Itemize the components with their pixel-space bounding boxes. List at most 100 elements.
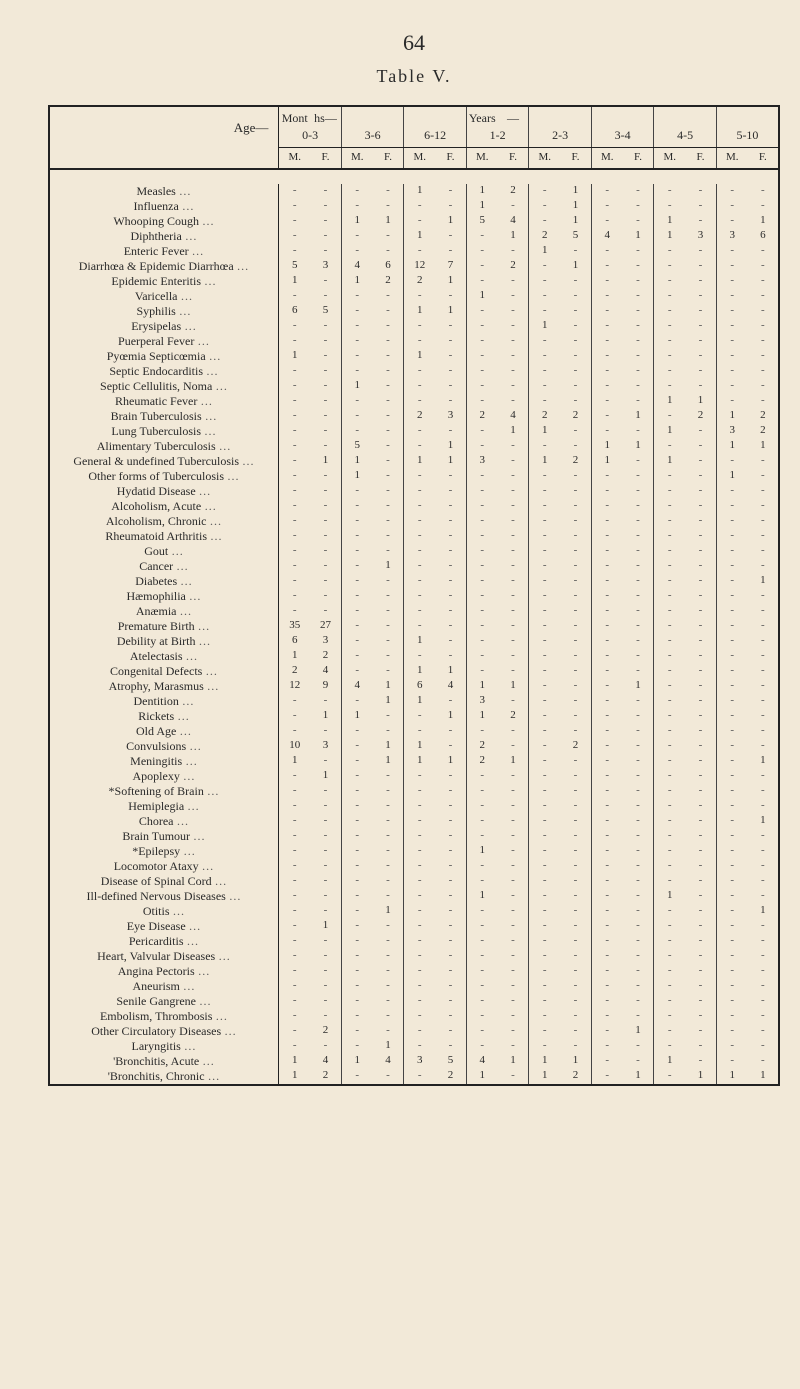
data-cell: - [341, 319, 372, 334]
table-row: Influenza …------1--1------ [49, 199, 779, 214]
data-cell: - [623, 919, 654, 934]
mf-header: F. [560, 148, 591, 169]
data-cell: 1 [466, 844, 497, 859]
table-row: Apoplexy …-1-------------- [49, 769, 779, 784]
data-cell: - [748, 859, 779, 874]
data-cell: 1 [466, 184, 497, 199]
data-cell: - [623, 529, 654, 544]
data-cell: - [716, 724, 747, 739]
data-cell: - [716, 769, 747, 784]
data-cell: - [748, 559, 779, 574]
data-cell: - [341, 229, 372, 244]
data-cell: - [560, 784, 591, 799]
data-cell: - [435, 649, 466, 664]
data-cell: - [373, 364, 404, 379]
data-cell: 6 [279, 634, 310, 649]
data-cell: - [373, 829, 404, 844]
data-cell: 9 [310, 679, 341, 694]
data-cell: - [748, 889, 779, 904]
data-cell: - [404, 544, 435, 559]
data-cell: - [435, 514, 466, 529]
data-cell: - [623, 1039, 654, 1054]
data-cell: - [654, 1039, 685, 1054]
data-cell: - [341, 529, 372, 544]
data-cell: 1 [654, 214, 685, 229]
data-cell: - [466, 514, 497, 529]
data-cell: - [591, 349, 622, 364]
data-cell: - [591, 304, 622, 319]
data-cell: - [529, 889, 560, 904]
data-cell: - [685, 814, 716, 829]
data-cell: - [373, 859, 404, 874]
data-cell: 1 [623, 679, 654, 694]
data-cell: - [279, 1024, 310, 1039]
data-cell: - [685, 574, 716, 589]
data-cell: - [623, 274, 654, 289]
data-cell: - [435, 784, 466, 799]
disease-name: Debility at Birth … [49, 634, 279, 649]
data-cell: - [529, 214, 560, 229]
data-cell: 1 [435, 454, 466, 469]
data-cell: - [529, 394, 560, 409]
data-cell: - [373, 304, 404, 319]
data-cell: - [623, 829, 654, 844]
data-cell: 2 [560, 1069, 591, 1085]
mf-header: M. [466, 148, 497, 169]
mf-header: F. [310, 148, 341, 169]
data-cell: - [373, 619, 404, 634]
data-cell: - [623, 589, 654, 604]
disease-name: Old Age … [49, 724, 279, 739]
data-cell: - [341, 649, 372, 664]
data-cell: - [560, 979, 591, 994]
disease-name: Otitis … [49, 904, 279, 919]
data-cell: - [623, 499, 654, 514]
data-cell: - [279, 334, 310, 349]
data-cell: - [685, 634, 716, 649]
data-cell: 2 [466, 739, 497, 754]
data-cell: - [716, 679, 747, 694]
data-cell: - [435, 589, 466, 604]
data-cell: 4 [591, 229, 622, 244]
data-cell: - [373, 574, 404, 589]
disease-name: Cancer … [49, 559, 279, 574]
data-cell: - [591, 634, 622, 649]
data-cell: - [591, 844, 622, 859]
data-cell: - [341, 889, 372, 904]
data-cell: - [404, 439, 435, 454]
data-cell: - [529, 919, 560, 934]
data-cell: - [529, 799, 560, 814]
data-cell: - [654, 1069, 685, 1085]
data-cell: 1 [435, 664, 466, 679]
data-cell: - [279, 1039, 310, 1054]
data-cell: - [560, 334, 591, 349]
data-cell: - [560, 529, 591, 544]
data-cell: - [529, 259, 560, 274]
data-cell: - [560, 574, 591, 589]
data-cell: - [373, 199, 404, 214]
data-cell: - [529, 379, 560, 394]
data-cell: - [716, 364, 747, 379]
data-cell: 6 [404, 679, 435, 694]
data-cell: - [341, 409, 372, 424]
data-cell: - [404, 949, 435, 964]
data-cell: - [498, 1039, 529, 1054]
data-cell: - [310, 229, 341, 244]
data-cell: - [435, 184, 466, 199]
data-cell: - [373, 319, 404, 334]
data-cell: - [685, 439, 716, 454]
data-cell: 1 [529, 424, 560, 439]
data-cell: - [623, 559, 654, 574]
data-cell: - [373, 889, 404, 904]
data-cell: - [654, 694, 685, 709]
data-cell: - [466, 979, 497, 994]
data-cell: - [341, 334, 372, 349]
data-cell: - [373, 379, 404, 394]
data-cell: - [279, 394, 310, 409]
disease-name: Other Circulatory Diseases … [49, 1024, 279, 1039]
disease-name: Pyœmia Septicœmia … [49, 349, 279, 364]
data-cell: - [685, 379, 716, 394]
data-cell: 1 [466, 199, 497, 214]
data-cell: - [560, 319, 591, 334]
data-cell: - [560, 709, 591, 724]
data-cell: - [716, 634, 747, 649]
